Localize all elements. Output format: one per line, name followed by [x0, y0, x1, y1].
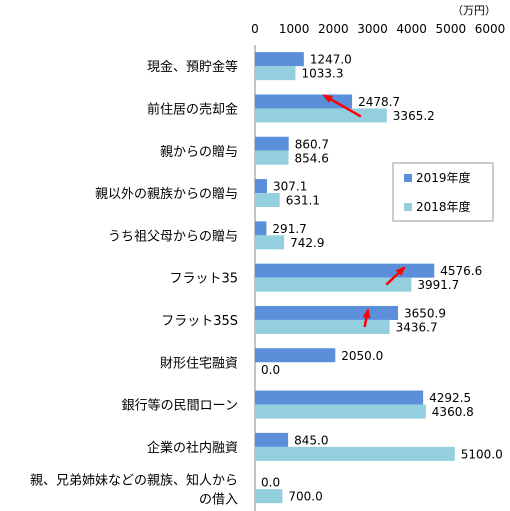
category-label: 銀行等の民間ローン: [122, 398, 238, 414]
bar-2018: [255, 66, 296, 81]
x-tick-label: 2000: [318, 22, 349, 36]
x-axis: 0 1000 2000 3000 4000 5000 6000: [251, 22, 505, 36]
category-label: うち祖父母からの贈与: [108, 228, 238, 244]
category-label: の借入: [199, 493, 238, 508]
data-label: 2050.0: [341, 349, 383, 363]
x-tick-label: 4000: [396, 22, 427, 36]
category-label: フラット35S: [161, 314, 238, 329]
legend-swatch-2018: [404, 203, 412, 211]
bar-2019: [255, 179, 268, 194]
bar-2019: [255, 432, 289, 447]
x-tick-label: 3000: [357, 22, 388, 36]
bar-2018: [255, 277, 412, 292]
bar-2019: [255, 221, 267, 236]
data-labels: 1247.0 2478.7 860.7 307.1 291.7 4576.6 3650.9 2…: [261, 53, 503, 504]
bar-2019: [255, 390, 424, 405]
category-label: 親、兄弟姉妹などの親族、知人から: [30, 473, 238, 489]
category-label: フラット35: [169, 272, 238, 287]
category-label: 親からの贈与: [160, 144, 238, 160]
data-label: 1247.0: [310, 53, 352, 67]
x-tick-label: 6000: [475, 22, 506, 36]
bar-2018: [255, 108, 387, 123]
category-label: 現金、預貯金等: [147, 59, 238, 75]
legend-label-2018: 2018年度: [416, 199, 471, 214]
data-label: 3991.7: [417, 278, 459, 292]
data-label: 631.1: [286, 194, 320, 208]
legend-swatch-2019: [404, 174, 412, 182]
data-label: 3650.9: [404, 306, 446, 320]
category-labels: 現金、預貯金等前住居の売却金親からの贈与親以外の親族からの贈与うち祖父母からの贈…: [30, 59, 238, 508]
bar-2018: [255, 319, 390, 334]
data-label: 700.0: [288, 490, 322, 504]
annotation-arrows: [322, 94, 406, 328]
data-label: 4360.8: [432, 405, 474, 419]
data-label: 4292.5: [429, 391, 471, 405]
x-tick-label: 0: [251, 22, 259, 36]
annotation-arrow: [362, 307, 371, 328]
data-label: 845.0: [294, 433, 328, 447]
data-label: 2478.7: [358, 95, 400, 109]
data-label: 3365.2: [393, 109, 435, 123]
legend-box: [392, 162, 494, 222]
unit-label: （万円）: [452, 4, 496, 17]
category-label: 親以外の親族からの贈与: [95, 186, 238, 202]
data-label: 742.9: [290, 236, 324, 250]
bar-2018: [255, 489, 283, 504]
bar-2018: [255, 235, 285, 250]
x-tick-label: 1000: [279, 22, 310, 36]
bar-2018: [255, 193, 280, 208]
bar-2018: [255, 150, 289, 165]
data-label: 0.0: [261, 363, 280, 377]
bar-2019: [255, 52, 304, 67]
data-label: 0.0: [261, 476, 280, 490]
data-label: 3436.7: [396, 320, 438, 334]
annotation-arrow: [385, 266, 406, 286]
data-label: 307.1: [273, 180, 307, 194]
bar-2019: [255, 94, 353, 109]
data-label: 1033.3: [301, 67, 343, 81]
legend-label-2019: 2019年度: [416, 170, 471, 185]
bar-2018: [255, 404, 426, 419]
bar-2019: [255, 348, 336, 363]
data-label: 860.7: [295, 137, 329, 151]
legend: 2019年度 2018年度: [392, 162, 494, 222]
category-label: 財形住宅融資: [160, 356, 238, 371]
bar-2019: [255, 263, 435, 278]
bar-2019: [255, 305, 398, 320]
data-label: 5100.0: [461, 447, 503, 461]
bars: [255, 52, 455, 504]
data-label: 4576.6: [440, 264, 482, 278]
bar-2019: [255, 136, 289, 151]
data-label: 291.7: [272, 222, 306, 236]
category-label: 企業の社内融資: [147, 440, 238, 456]
data-label: 854.6: [294, 151, 328, 165]
x-tick-label: 5000: [436, 22, 467, 36]
category-label: 前住居の売却金: [147, 101, 238, 117]
bar-2018: [255, 446, 455, 461]
annotation-arrow: [322, 94, 362, 118]
